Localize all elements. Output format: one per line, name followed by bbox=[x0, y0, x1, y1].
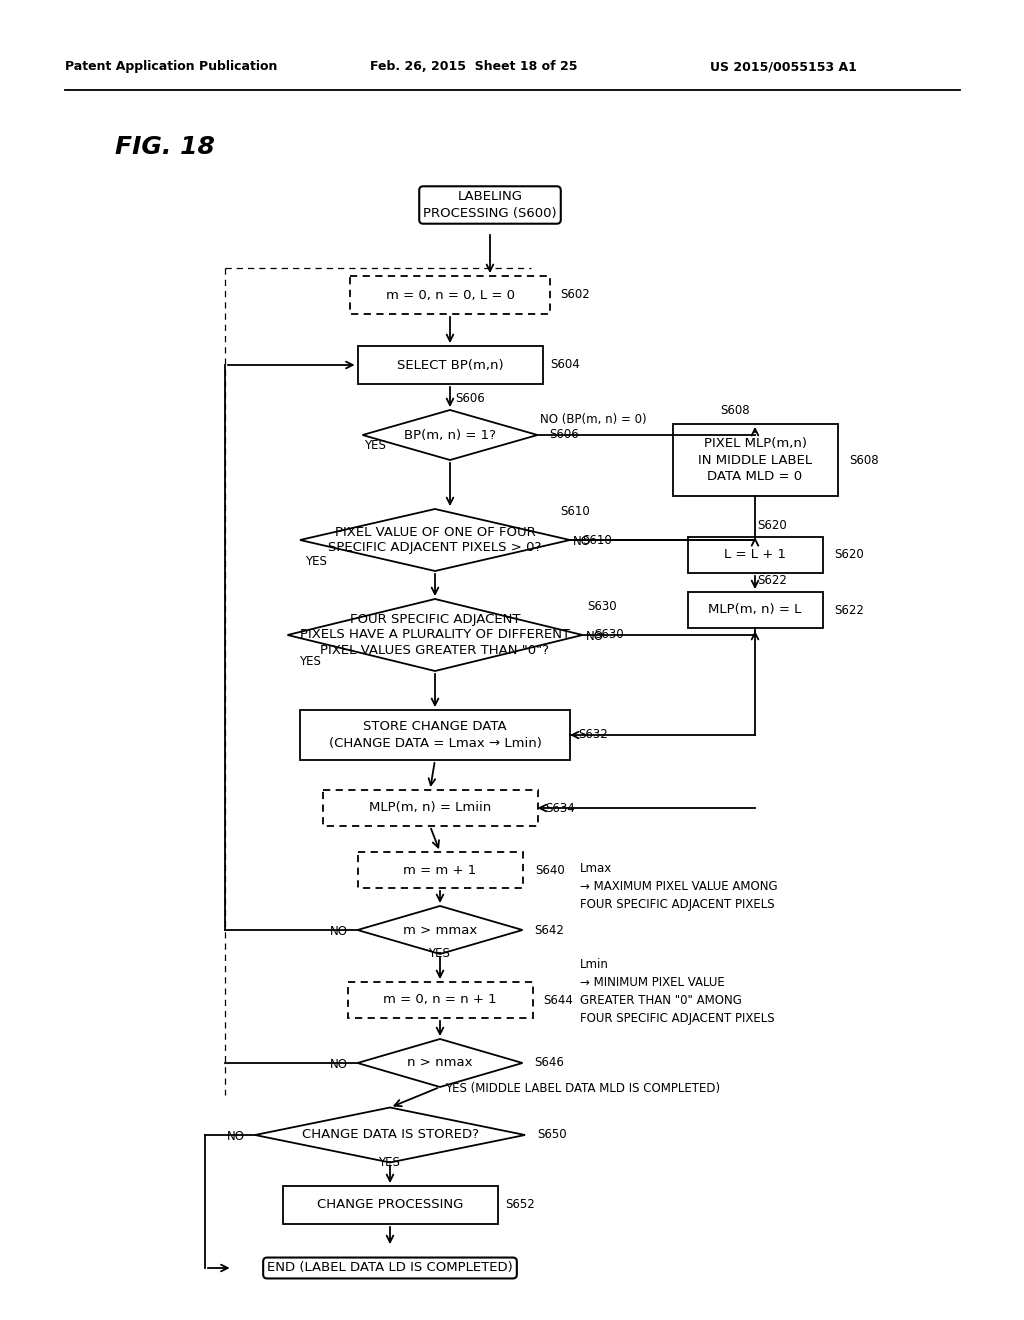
Text: YES (MIDDLE LABEL DATA MLD IS COMPLETED): YES (MIDDLE LABEL DATA MLD IS COMPLETED) bbox=[445, 1082, 720, 1096]
Text: LABELING
PROCESSING (S600): LABELING PROCESSING (S600) bbox=[423, 190, 557, 219]
FancyBboxPatch shape bbox=[687, 591, 822, 628]
Text: CHANGE PROCESSING: CHANGE PROCESSING bbox=[316, 1199, 463, 1212]
Text: YES: YES bbox=[428, 946, 450, 960]
Text: S610: S610 bbox=[582, 533, 611, 546]
Text: YES: YES bbox=[305, 554, 327, 568]
Polygon shape bbox=[300, 510, 570, 572]
Text: FIG. 18: FIG. 18 bbox=[115, 135, 215, 158]
Text: S652: S652 bbox=[505, 1199, 535, 1212]
Text: S620: S620 bbox=[835, 549, 864, 561]
Text: STORE CHANGE DATA
(CHANGE DATA = Lmax → Lmin): STORE CHANGE DATA (CHANGE DATA = Lmax → … bbox=[329, 721, 542, 750]
Text: PIXEL VALUE OF ONE OF FOUR
SPECIFIC ADJACENT PIXELS > 0?: PIXEL VALUE OF ONE OF FOUR SPECIFIC ADJA… bbox=[329, 525, 542, 554]
Text: S634: S634 bbox=[545, 801, 574, 814]
Text: n > nmax: n > nmax bbox=[408, 1056, 473, 1069]
Text: US 2015/0055153 A1: US 2015/0055153 A1 bbox=[710, 59, 857, 73]
Text: NO: NO bbox=[573, 535, 591, 548]
Text: NO (BP(m, n) = 0): NO (BP(m, n) = 0) bbox=[540, 413, 646, 426]
Text: S650: S650 bbox=[537, 1129, 566, 1142]
Polygon shape bbox=[357, 1039, 522, 1086]
Text: NO: NO bbox=[586, 630, 603, 643]
Text: S642: S642 bbox=[535, 924, 564, 936]
Text: NO: NO bbox=[330, 925, 347, 939]
Text: m > mmax: m > mmax bbox=[402, 924, 477, 936]
Polygon shape bbox=[357, 906, 522, 954]
Text: S604: S604 bbox=[550, 359, 580, 371]
Text: S608: S608 bbox=[720, 404, 750, 417]
Text: S608: S608 bbox=[850, 454, 880, 466]
Text: YES: YES bbox=[299, 655, 322, 668]
Polygon shape bbox=[288, 599, 583, 671]
Text: FOUR SPECIFIC ADJACENT
PIXELS HAVE A PLURALITY OF DIFFERENT
PIXEL VALUES GREATER: FOUR SPECIFIC ADJACENT PIXELS HAVE A PLU… bbox=[300, 612, 570, 657]
Text: S644: S644 bbox=[543, 994, 572, 1006]
Text: S602: S602 bbox=[560, 289, 590, 301]
Text: PIXEL MLP(m,n)
IN MIDDLE LABEL
DATA MLD = 0: PIXEL MLP(m,n) IN MIDDLE LABEL DATA MLD … bbox=[698, 437, 812, 483]
Text: NO: NO bbox=[227, 1130, 245, 1143]
FancyBboxPatch shape bbox=[347, 982, 532, 1018]
Text: S606: S606 bbox=[455, 392, 484, 405]
FancyBboxPatch shape bbox=[687, 537, 822, 573]
Text: L = L + 1: L = L + 1 bbox=[724, 549, 786, 561]
Text: NO: NO bbox=[330, 1059, 347, 1071]
Text: m = m + 1: m = m + 1 bbox=[403, 863, 476, 876]
FancyBboxPatch shape bbox=[283, 1185, 498, 1224]
Text: S622: S622 bbox=[757, 574, 786, 587]
Text: S632: S632 bbox=[578, 729, 608, 742]
Polygon shape bbox=[255, 1107, 525, 1163]
Text: S622: S622 bbox=[835, 603, 864, 616]
Text: m = 0, n = 0, L = 0: m = 0, n = 0, L = 0 bbox=[385, 289, 514, 301]
FancyBboxPatch shape bbox=[350, 276, 550, 314]
Text: MLP(m, n) = L: MLP(m, n) = L bbox=[709, 603, 802, 616]
Text: END (LABEL DATA LD IS COMPLETED): END (LABEL DATA LD IS COMPLETED) bbox=[267, 1262, 513, 1275]
Text: S640: S640 bbox=[535, 863, 565, 876]
Text: S620: S620 bbox=[757, 519, 786, 532]
FancyBboxPatch shape bbox=[673, 424, 838, 496]
Text: YES: YES bbox=[364, 440, 386, 451]
Polygon shape bbox=[362, 411, 538, 459]
Text: S610: S610 bbox=[560, 506, 590, 517]
Text: Feb. 26, 2015  Sheet 18 of 25: Feb. 26, 2015 Sheet 18 of 25 bbox=[370, 59, 578, 73]
Text: S630: S630 bbox=[588, 601, 617, 612]
Text: MLP(m, n) = Lmiin: MLP(m, n) = Lmiin bbox=[369, 801, 492, 814]
FancyBboxPatch shape bbox=[323, 789, 538, 826]
Text: SELECT BP(m,n): SELECT BP(m,n) bbox=[396, 359, 504, 371]
FancyBboxPatch shape bbox=[357, 346, 543, 384]
Text: m = 0, n = n + 1: m = 0, n = n + 1 bbox=[383, 994, 497, 1006]
Text: Lmax
→ MAXIMUM PIXEL VALUE AMONG
FOUR SPECIFIC ADJACENT PIXELS: Lmax → MAXIMUM PIXEL VALUE AMONG FOUR SP… bbox=[580, 862, 777, 911]
Text: S646: S646 bbox=[535, 1056, 564, 1069]
Text: Patent Application Publication: Patent Application Publication bbox=[65, 59, 278, 73]
Text: S606: S606 bbox=[550, 429, 580, 441]
Text: Lmin
→ MINIMUM PIXEL VALUE
GREATER THAN "0" AMONG
FOUR SPECIFIC ADJACENT PIXELS: Lmin → MINIMUM PIXEL VALUE GREATER THAN … bbox=[580, 958, 774, 1026]
Text: BP(m, n) = 1?: BP(m, n) = 1? bbox=[404, 429, 496, 441]
FancyBboxPatch shape bbox=[300, 710, 570, 760]
Text: CHANGE DATA IS STORED?: CHANGE DATA IS STORED? bbox=[301, 1129, 478, 1142]
Text: YES: YES bbox=[378, 1155, 400, 1168]
Text: S630: S630 bbox=[595, 628, 624, 642]
FancyBboxPatch shape bbox=[357, 851, 522, 888]
